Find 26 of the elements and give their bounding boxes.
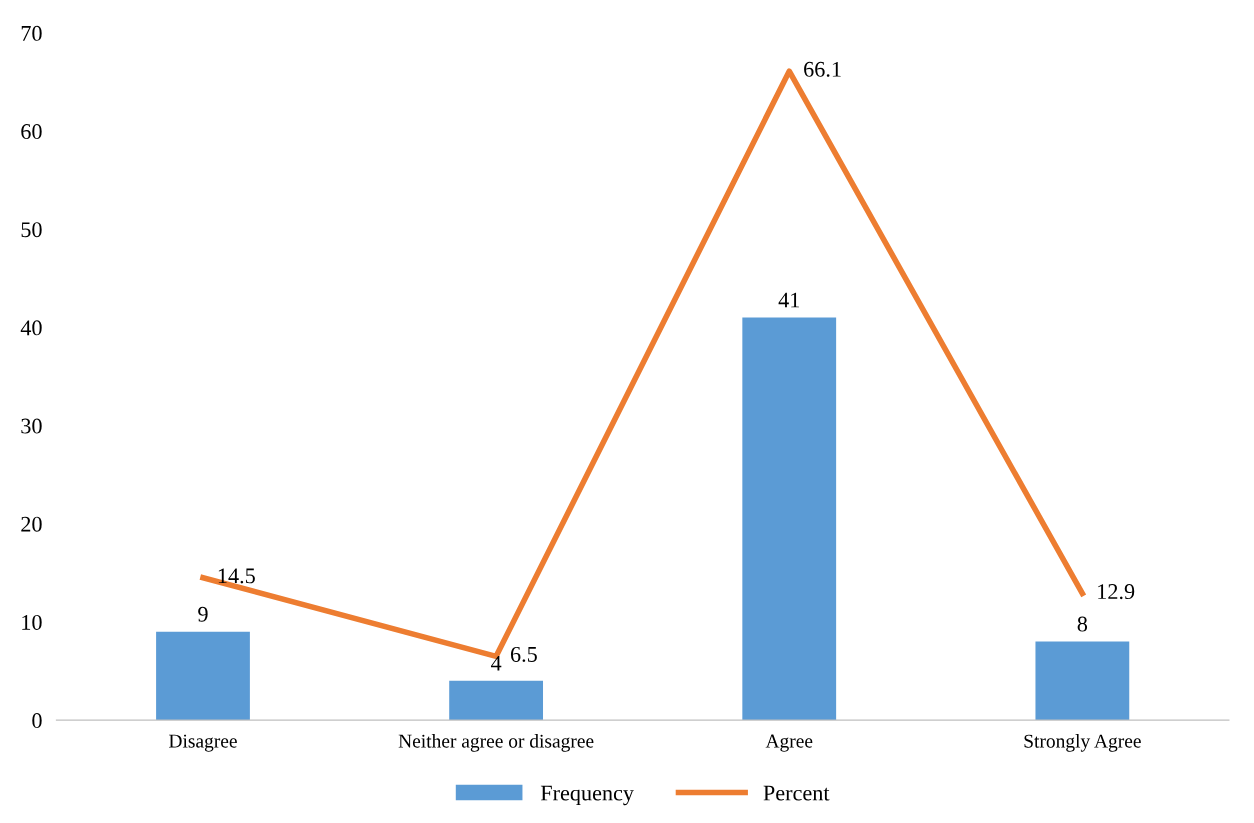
x-tick-label: Agree: [765, 734, 813, 752]
legend-label: Frequency: [540, 785, 634, 806]
data-label: 6.5: [510, 646, 537, 662]
y-tick-label: 50: [21, 222, 42, 238]
y-tick-label: 10: [22, 614, 42, 630]
data-label: 9: [198, 606, 208, 622]
bar: [449, 680, 544, 721]
data-label: 14.5: [218, 568, 255, 584]
data-label: 66.1: [804, 61, 841, 77]
y-tick-label: 0: [32, 713, 42, 729]
y-tick-label: 30: [21, 418, 42, 434]
legend-label: Percent: [763, 785, 830, 801]
y-tick-label: 70: [21, 25, 42, 41]
x-tick-label: Strongly Agree: [1024, 734, 1141, 752]
y-tick-label: 20: [21, 516, 42, 532]
bar: [156, 631, 250, 721]
data-label: 12.9: [1098, 584, 1135, 600]
bar: [742, 317, 837, 721]
x-tick-label: Neither agree or disagree: [398, 734, 594, 752]
y-tick-label: 40: [20, 320, 42, 336]
data-label: 41: [778, 292, 800, 308]
y-tick-label: 60: [21, 124, 42, 140]
data-label: 8: [1077, 616, 1088, 632]
x-tick-label: Disagree: [169, 734, 237, 752]
bar: [1035, 641, 1130, 721]
data-label: 4: [490, 655, 502, 671]
